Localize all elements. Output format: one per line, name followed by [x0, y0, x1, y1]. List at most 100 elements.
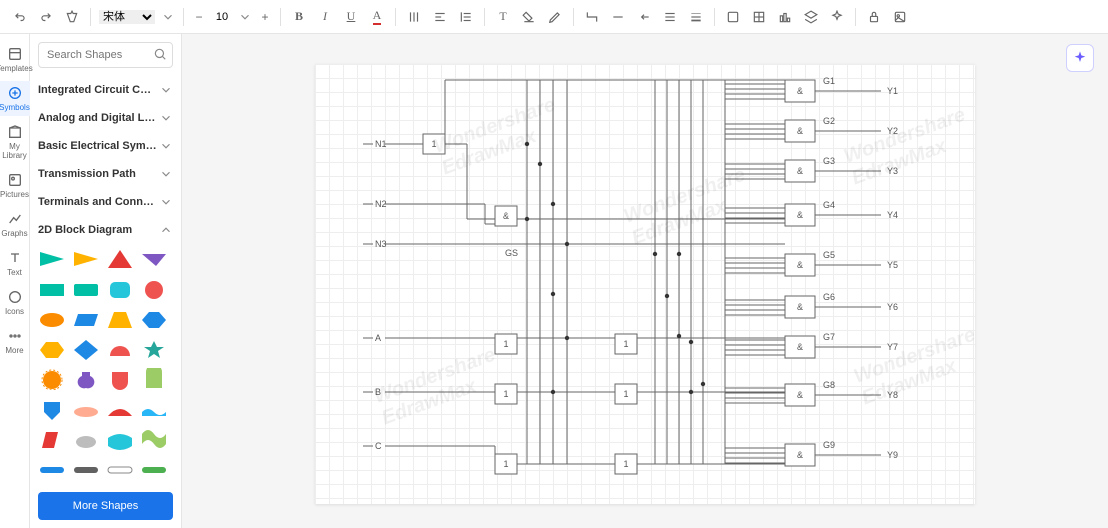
shape-thumbnail[interactable] — [38, 278, 66, 300]
bold-button[interactable]: B — [289, 7, 309, 27]
italic-button[interactable]: I — [315, 7, 335, 27]
search-icon[interactable] — [153, 47, 167, 64]
svg-text:G7: G7 — [823, 332, 835, 342]
svg-text:&: & — [797, 126, 803, 136]
lock-button[interactable] — [864, 7, 884, 27]
category-row[interactable]: Transmission Path — [38, 160, 173, 188]
svg-text:&: & — [503, 211, 509, 221]
line-style-button[interactable] — [608, 7, 628, 27]
font-color-button[interactable]: A — [367, 7, 387, 27]
shape-thumbnail[interactable] — [72, 278, 100, 300]
shape-thumbnail[interactable] — [72, 458, 100, 480]
fill-color-button[interactable] — [519, 7, 539, 27]
shape-thumbnail[interactable] — [38, 368, 66, 390]
category-row[interactable]: Integrated Circuit C… — [38, 76, 173, 104]
canvas-area[interactable]: N1N2N3ABC1GS1&111111&G1Y1&G2Y2&G3Y3&G4Y4… — [182, 34, 1108, 528]
more-shapes-button[interactable]: More Shapes — [38, 492, 173, 520]
shape-thumbnail[interactable] — [140, 278, 168, 300]
shape-thumbnail[interactable] — [140, 428, 168, 450]
svg-text:Y5: Y5 — [887, 260, 898, 270]
text-vertical-button[interactable] — [404, 7, 424, 27]
font-size-input[interactable] — [212, 11, 232, 23]
undo-button[interactable] — [10, 7, 30, 27]
shape-thumbnail[interactable] — [38, 308, 66, 330]
arrow-end-button[interactable] — [660, 7, 680, 27]
svg-text:G8: G8 — [823, 380, 835, 390]
category-row[interactable]: Analog and Digital L… — [38, 104, 173, 132]
svg-text:G4: G4 — [823, 200, 835, 210]
svg-text:&: & — [797, 86, 803, 96]
align-button[interactable] — [430, 7, 450, 27]
nav-pictures[interactable]: Pictures — [0, 168, 30, 203]
shape-thumbnail[interactable] — [140, 338, 168, 360]
nav-more[interactable]: More — [0, 324, 30, 359]
nav-text[interactable]: Text — [0, 246, 30, 281]
shape-thumbnail[interactable] — [38, 428, 66, 450]
shape-thumbnail[interactable] — [38, 458, 66, 480]
text-tool-button[interactable]: T — [493, 7, 513, 27]
table-button[interactable] — [749, 7, 769, 27]
nav-symbols[interactable]: Symbols — [0, 81, 30, 116]
svg-text:Y4: Y4 — [887, 210, 898, 220]
line-weight-button[interactable] — [686, 7, 706, 27]
layers-button[interactable] — [801, 7, 821, 27]
line-spacing-button[interactable] — [456, 7, 476, 27]
svg-text:1: 1 — [623, 389, 628, 399]
svg-text:&: & — [797, 302, 803, 312]
nav-templates[interactable]: Templates — [0, 42, 30, 77]
shape-thumbnail[interactable] — [72, 368, 100, 390]
drawing-page[interactable]: N1N2N3ABC1GS1&111111&G1Y1&G2Y2&G3Y3&G4Y4… — [315, 64, 975, 504]
shape-thumbnail[interactable] — [72, 398, 100, 420]
redo-button[interactable] — [36, 7, 56, 27]
resource-button[interactable] — [890, 7, 910, 27]
shape-thumbnail[interactable] — [106, 368, 134, 390]
svg-text:&: & — [797, 210, 803, 220]
category-row[interactable]: Basic Electrical Sym… — [38, 132, 173, 160]
image-button[interactable] — [723, 7, 743, 27]
svg-text:Y3: Y3 — [887, 166, 898, 176]
underline-button[interactable]: U — [341, 7, 361, 27]
shape-thumbnail[interactable] — [72, 428, 100, 450]
shape-thumbnail[interactable] — [38, 248, 66, 270]
format-painter-button[interactable] — [62, 7, 82, 27]
category-row[interactable]: 2D Block Diagram — [38, 216, 173, 244]
shape-thumbnail[interactable] — [106, 338, 134, 360]
arrow-start-button[interactable] — [634, 7, 654, 27]
shape-thumbnail[interactable] — [106, 428, 134, 450]
shape-thumbnail[interactable] — [72, 308, 100, 330]
shape-thumbnail[interactable] — [140, 368, 168, 390]
text-icon — [7, 250, 23, 266]
shape-thumbnail[interactable] — [106, 458, 134, 480]
nav-graphs[interactable]: Graphs — [0, 207, 30, 242]
shape-thumbnail[interactable] — [106, 308, 134, 330]
nav-my-library[interactable]: My Library — [0, 120, 30, 164]
pencil-button[interactable] — [545, 7, 565, 27]
effects-button[interactable] — [827, 7, 847, 27]
svg-text:N2: N2 — [375, 199, 387, 209]
shape-thumbnail[interactable] — [72, 338, 100, 360]
nav-icons[interactable]: Icons — [0, 285, 30, 320]
shape-thumbnail[interactable] — [72, 248, 100, 270]
shape-thumbnail[interactable] — [38, 338, 66, 360]
shape-thumbnail[interactable] — [106, 398, 134, 420]
separator — [183, 8, 184, 26]
shape-thumbnail[interactable] — [140, 248, 168, 270]
ai-assistant-button[interactable] — [1066, 44, 1094, 72]
chart-button[interactable] — [775, 7, 795, 27]
category-row[interactable]: Terminals and Conn… — [38, 188, 173, 216]
svg-text:1: 1 — [503, 459, 508, 469]
connector-button[interactable] — [582, 7, 602, 27]
shape-thumbnail[interactable] — [106, 248, 134, 270]
shape-thumbnail[interactable] — [140, 308, 168, 330]
shape-thumbnail[interactable] — [38, 398, 66, 420]
nav-label: Symbols — [0, 103, 30, 112]
font-size-decrease[interactable]: − — [192, 10, 206, 24]
svg-text:N3: N3 — [375, 239, 387, 249]
svg-text:G5: G5 — [823, 250, 835, 260]
font-size-increase[interactable]: + — [258, 10, 272, 24]
font-family-select[interactable]: 宋体 — [99, 10, 155, 24]
svg-text:&: & — [797, 342, 803, 352]
shape-thumbnail[interactable] — [106, 278, 134, 300]
shape-thumbnail[interactable] — [140, 398, 168, 420]
shape-thumbnail[interactable] — [140, 458, 168, 480]
